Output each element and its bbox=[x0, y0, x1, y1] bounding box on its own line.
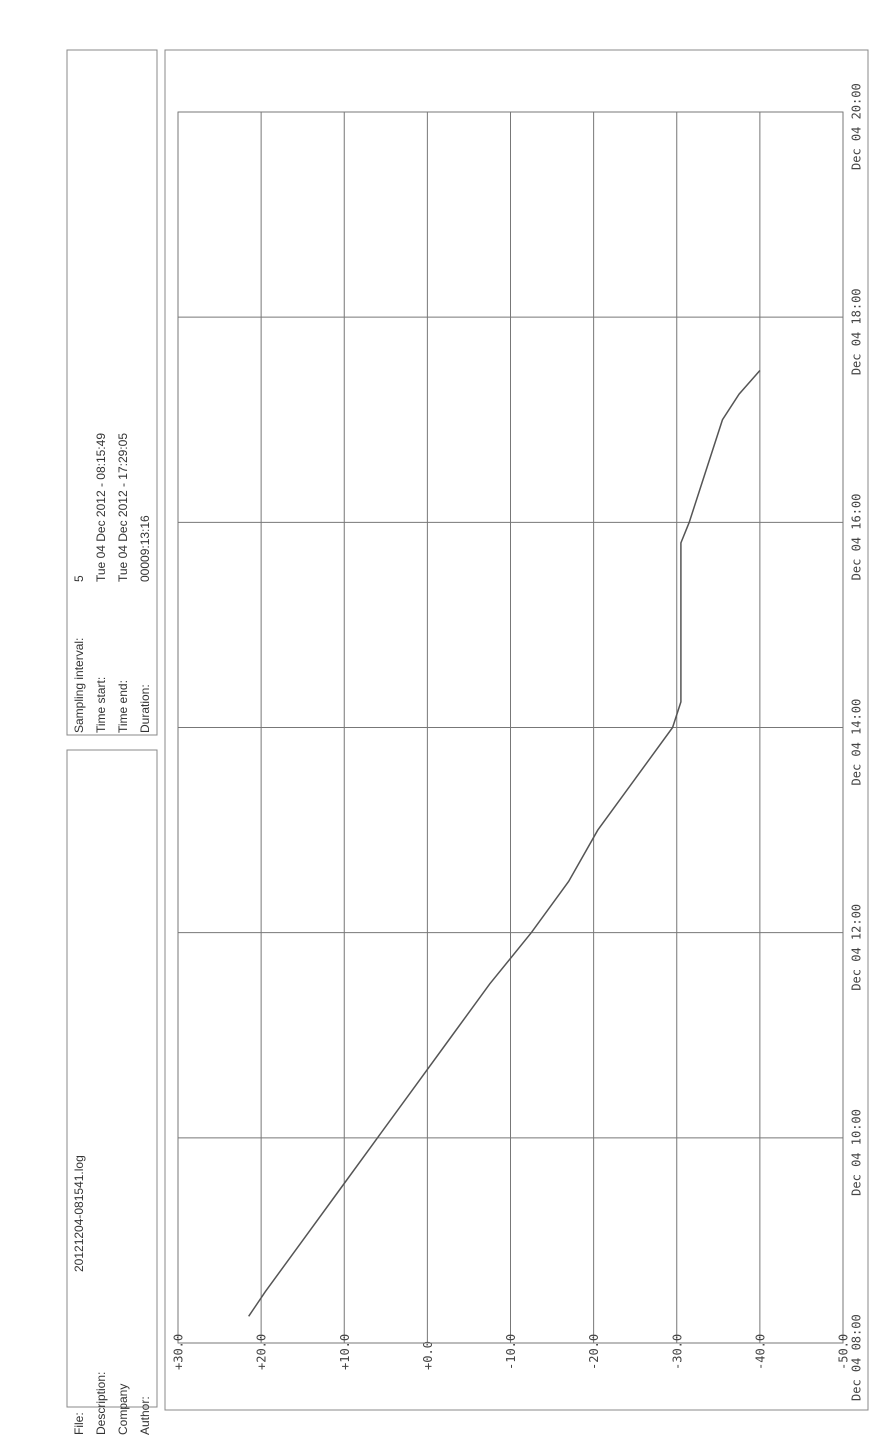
info-label: Description: bbox=[94, 1372, 108, 1435]
chart-frame bbox=[164, 49, 869, 1411]
info-value: Tue 04 Dec 2012 - 17:29:05 bbox=[116, 433, 130, 582]
y-tick-label: -20.0 bbox=[587, 1334, 601, 1370]
info-box bbox=[66, 749, 158, 1408]
x-tick-label: Dec 04 14:00 bbox=[850, 699, 864, 786]
y-tick-label: +10.0 bbox=[338, 1334, 352, 1370]
info-value: 5 bbox=[72, 575, 86, 582]
x-tick-label: Dec 04 12:00 bbox=[850, 904, 864, 991]
info-label: File: bbox=[72, 1412, 86, 1435]
info-value: Tue 04 Dec 2012 - 08:15:49 bbox=[94, 433, 108, 582]
info-label: Author: bbox=[138, 1396, 152, 1435]
y-tick-label: +20.0 bbox=[255, 1334, 269, 1370]
y-tick-label: -30.0 bbox=[670, 1334, 684, 1370]
data-line bbox=[248, 370, 761, 1317]
y-tick-label: +0.0 bbox=[421, 1341, 435, 1370]
x-tick-label: Dec 04 20:00 bbox=[850, 83, 864, 170]
info-box bbox=[66, 49, 158, 736]
x-tick-label: Dec 04 10:00 bbox=[850, 1109, 864, 1196]
info-label: Time end: bbox=[116, 680, 130, 733]
info-label: Duration: bbox=[138, 684, 152, 733]
x-tick-label: Dec 04 16:00 bbox=[850, 494, 864, 581]
info-label: Sampling interval: bbox=[72, 638, 86, 733]
info-label: Company bbox=[116, 1384, 130, 1435]
y-tick-label: -40.0 bbox=[753, 1334, 767, 1370]
y-tick-label: -10.0 bbox=[504, 1334, 518, 1370]
x-tick-label: Dec 04 18:00 bbox=[850, 288, 864, 375]
info-label: Time start: bbox=[94, 677, 108, 733]
info-value: 20121204-081541.log bbox=[72, 1155, 86, 1272]
y-tick-label: +30.0 bbox=[172, 1334, 186, 1370]
y-tick-label: -50.0 bbox=[837, 1334, 851, 1370]
x-tick-label: Dec 04 08:00 bbox=[850, 1314, 864, 1401]
info-value: 00009:13:16 bbox=[138, 515, 152, 582]
